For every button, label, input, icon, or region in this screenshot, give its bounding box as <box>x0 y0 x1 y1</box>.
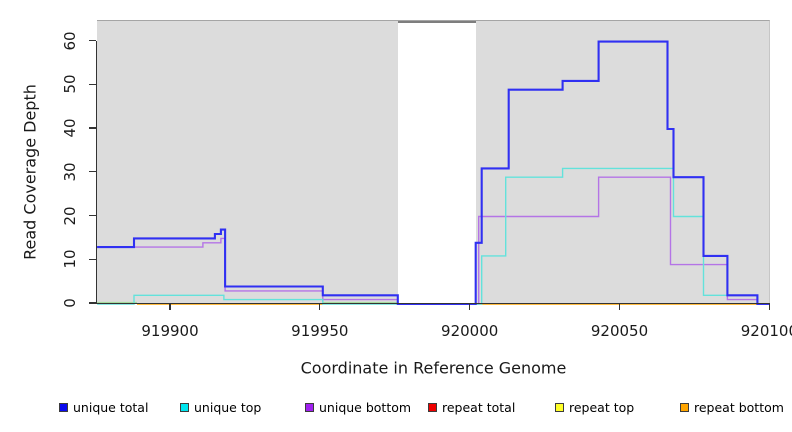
legend-swatch-repeat-total <box>428 403 437 412</box>
no-data-gap-band <box>397 21 476 304</box>
x-tick <box>319 303 321 310</box>
x-tick <box>768 303 770 310</box>
legend-label: unique total <box>73 400 149 415</box>
legend-label: repeat bottom <box>694 400 784 415</box>
y-tick-label: 40 <box>61 118 79 138</box>
x-tick-label: 920000 <box>441 322 499 340</box>
y-tick-label: 0 <box>61 298 79 308</box>
x-tick <box>169 303 171 310</box>
legend-swatch-unique-total <box>59 403 68 412</box>
y-tick <box>89 127 96 129</box>
y-tick-label: 30 <box>61 162 79 182</box>
y-tick <box>89 83 96 85</box>
y-tick <box>89 171 96 173</box>
x-axis-title: Coordinate in Reference Genome <box>300 358 567 378</box>
x-axis-line <box>96 302 770 304</box>
y-tick-label: 20 <box>61 205 79 226</box>
legend-swatch-repeat-bottom <box>680 403 689 412</box>
legend-swatch-unique-bottom <box>305 403 314 412</box>
x-tick <box>618 303 621 310</box>
y-tick-label: 10 <box>61 249 79 269</box>
x-tick-label: 919950 <box>291 322 349 340</box>
y-tick <box>89 40 96 42</box>
y-tick-label: 50 <box>61 74 79 94</box>
legend-label: unique top <box>194 400 262 415</box>
legend-swatch-repeat-top <box>555 403 564 412</box>
y-tick-label: 60 <box>61 31 79 51</box>
y-tick <box>89 302 96 304</box>
legend-label: repeat top <box>569 400 635 415</box>
x-tick <box>469 303 471 310</box>
x-tick-label: 920050 <box>590 322 649 340</box>
y-axis-line <box>95 40 97 304</box>
legend-swatch-unique-top <box>180 403 189 412</box>
legend-label: unique bottom <box>319 400 412 415</box>
x-tick-label: 919900 <box>141 322 199 340</box>
y-axis-title: Read Coverage Depth <box>20 83 40 260</box>
y-tick <box>89 214 96 217</box>
plot-area <box>97 20 770 306</box>
legend-label: repeat total <box>442 400 516 415</box>
y-tick <box>89 258 96 260</box>
